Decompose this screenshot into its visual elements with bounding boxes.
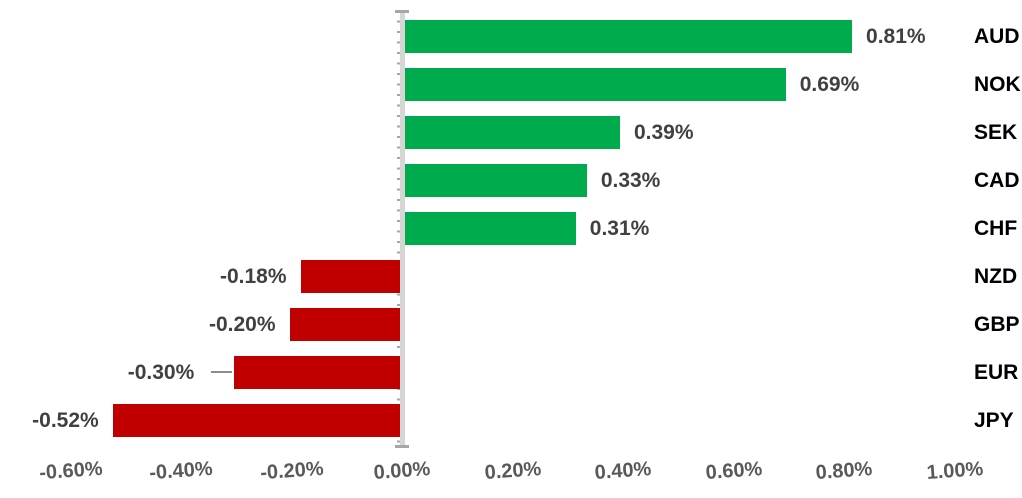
x-tick-label-000: 0.00% xyxy=(372,458,432,484)
x-tick-label-020: -0.20% xyxy=(259,457,324,485)
value-label-jpy: -0.52% xyxy=(32,409,99,432)
value-label-cad: 0.33% xyxy=(600,169,661,192)
value-label-sek: 0.39% xyxy=(633,121,694,144)
category-label-nok: NOK xyxy=(974,73,1021,96)
value-label-gbp: -0.20% xyxy=(208,313,276,336)
axis-bottom-tick xyxy=(395,445,409,448)
bar-nok xyxy=(404,68,786,101)
zero-axis-line xyxy=(400,10,405,448)
value-label-nzd: -0.18% xyxy=(220,265,287,288)
category-label-sek: SEK xyxy=(974,121,1018,144)
value-label-eur: -0.30% xyxy=(127,361,195,384)
category-label-aud: AUD xyxy=(974,25,1020,48)
zero-axis-minor-ticks xyxy=(397,10,400,448)
category-label-nzd: NZD xyxy=(974,265,1018,288)
x-tick-label-060: 0.60% xyxy=(704,458,763,484)
x-tick-label-040: 0.40% xyxy=(593,458,653,484)
leader-line-eur xyxy=(211,371,233,373)
value-label-chf: 0.31% xyxy=(589,217,650,240)
category-label-jpy: JPY xyxy=(974,409,1014,432)
bar-nzd xyxy=(300,260,400,293)
bar-chf xyxy=(404,212,576,245)
bar-jpy xyxy=(112,404,400,437)
bar-eur xyxy=(234,356,400,389)
category-label-cad: CAD xyxy=(974,169,1020,192)
bar-aud xyxy=(404,20,853,53)
x-tick-label-080: 0.80% xyxy=(814,458,874,484)
category-label-eur: EUR xyxy=(974,361,1019,384)
bar-cad xyxy=(404,164,587,197)
x-tick-label-060: -0.60% xyxy=(38,457,103,485)
bar-sek xyxy=(404,116,620,149)
x-tick-label-100: 1.00% xyxy=(925,458,984,484)
bar-gbp xyxy=(289,308,400,341)
x-tick-label-020: 0.20% xyxy=(483,458,542,484)
axis-top-tick xyxy=(395,10,409,13)
value-label-nok: 0.69% xyxy=(799,73,860,96)
category-label-chf: CHF xyxy=(974,217,1018,240)
x-tick-label-040: -0.40% xyxy=(148,457,214,485)
value-label-aud: 0.81% xyxy=(866,25,926,48)
category-label-gbp: GBP xyxy=(974,313,1020,336)
